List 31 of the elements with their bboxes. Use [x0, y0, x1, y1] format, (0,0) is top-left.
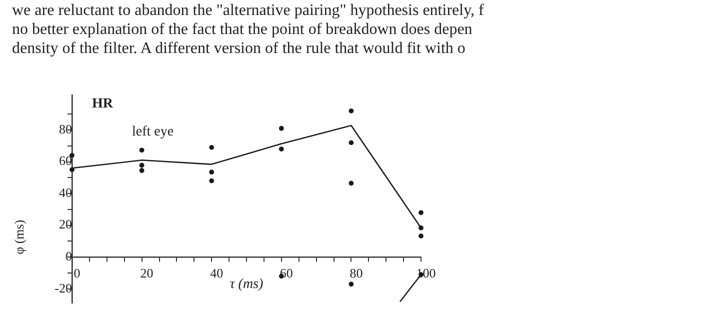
- x-axis-title: τ (ms): [230, 276, 264, 292]
- point: [209, 145, 214, 150]
- point: [418, 210, 424, 216]
- point: [348, 180, 354, 186]
- point: [209, 178, 214, 184]
- annotation: left eye: [132, 124, 174, 140]
- y-tick-label: 60: [59, 153, 72, 168]
- x-tick-label: 20: [140, 265, 154, 280]
- point: [139, 148, 144, 153]
- y-tick-label: -20: [54, 280, 72, 296]
- point: [209, 170, 214, 175]
- text: density of the filter. A different version of the rule that would fit with o: [12, 39, 466, 58]
- y-axis-title: φ (ms): [11, 220, 26, 254]
- y-tick-label: 80: [59, 121, 72, 136]
- x-tick-label: 40: [210, 265, 224, 280]
- text: we are reluctant to abandon the "alternative pairing" hypothesis entirely, f: [12, 1, 484, 20]
- point: [418, 234, 424, 238]
- point: [348, 140, 354, 146]
- point: [418, 225, 424, 230]
- y-tick-label: 40: [59, 184, 72, 200]
- text: no better explanation of the fact that the point of breakdown does depen: [12, 20, 474, 39]
- point: [70, 167, 74, 172]
- y-tick-label: 20: [59, 216, 72, 232]
- x-tick-label: 80: [350, 265, 363, 280]
- chart-title: HR: [92, 96, 114, 112]
- point: [139, 168, 144, 173]
- point: [278, 146, 284, 152]
- point: [278, 126, 284, 131]
- point: [139, 162, 144, 168]
- point: [348, 108, 354, 114]
- point: [348, 282, 354, 287]
